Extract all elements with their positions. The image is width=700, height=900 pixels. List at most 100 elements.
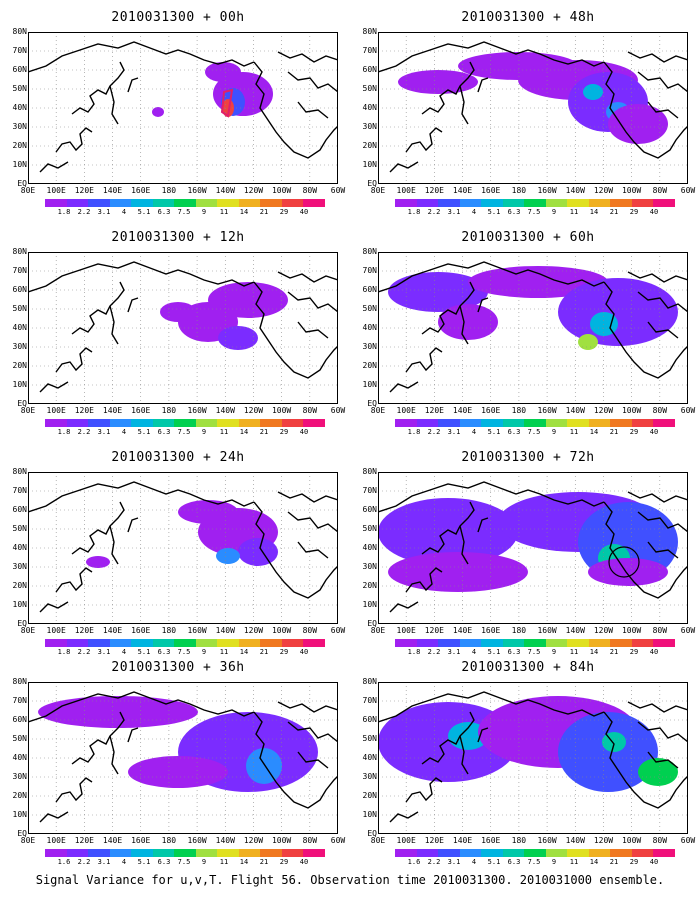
- colorbar-swatch: [567, 849, 589, 857]
- map-area: 80N 70N 60N 50N 40N 30N 20N 10N EQ 80E 100E 120E 140…: [13, 678, 346, 846]
- colorbar-label: 14: [589, 208, 599, 216]
- lat-label: EQ: [17, 619, 27, 628]
- lat-label: 10N: [362, 160, 377, 169]
- lon-label: 160W: [187, 626, 207, 635]
- map-area: 80N 70N 60N 50N 40N 30N 20N 10N EQ 80E 100E 120E 140…: [13, 468, 346, 636]
- lat-label: 30N: [12, 122, 27, 131]
- lon-label: 160E: [481, 626, 501, 635]
- colorbar: [394, 198, 676, 208]
- colorbar-label: 2.2: [427, 208, 441, 216]
- colorbar-label: 1.6: [57, 858, 71, 866]
- colorbar-swatch: [217, 199, 239, 207]
- coastline: [421, 281, 475, 335]
- colorbar-swatch: [567, 199, 589, 207]
- lat-label: 60N: [12, 285, 27, 294]
- colorbar-label: 3.1: [447, 428, 461, 436]
- colorbar-swatch: [588, 199, 611, 207]
- lon-label: 160E: [131, 406, 151, 415]
- colorbar-label: 40: [299, 858, 309, 866]
- colorbar-swatch: [174, 639, 196, 647]
- coastline: [109, 525, 119, 565]
- map-panel: 2010031300 + 72h 80N 70N 60N 50N 40N 30N 20N 10N…: [358, 440, 698, 656]
- coastline: [647, 541, 679, 559]
- colorbar-label: 21: [609, 208, 619, 216]
- lon-label: 140W: [565, 836, 585, 845]
- colorbar-labels: 1.8 2.2 3.1 4 5.1 6.3 7.5 9 11 14 21 29 40: [44, 428, 324, 438]
- lat-label: 20N: [362, 361, 377, 370]
- lon-label: 80E: [20, 406, 36, 415]
- colorbar-label: 4: [471, 648, 477, 656]
- colorbar-swatch: [217, 849, 239, 857]
- variance-region: [178, 500, 238, 524]
- colorbar-swatch: [459, 419, 482, 427]
- colorbar-swatch: [545, 639, 568, 647]
- colorbar-label: 3.1: [447, 208, 461, 216]
- colorbar-label: 5.1: [487, 858, 501, 866]
- colorbar-label: 40: [649, 208, 659, 216]
- panel-title: 2010031300 + 00h: [111, 10, 245, 25]
- lat-label: 50N: [362, 734, 377, 743]
- colorbar-swatch: [109, 419, 132, 427]
- coastline: [421, 711, 475, 765]
- lon-label: 120W: [593, 626, 614, 635]
- lat-label: 60N: [12, 715, 27, 724]
- coastline: [603, 281, 688, 379]
- colorbar-label: 21: [259, 648, 269, 656]
- colorbar-swatch: [303, 639, 325, 647]
- map-area: 80N 70N 60N 50N 40N 30N 20N 10N EQ 80E 100E 120E 140…: [13, 248, 346, 416]
- colorbar-swatch: [395, 849, 417, 857]
- colorbar-label: 21: [259, 428, 269, 436]
- variance-region: [128, 756, 228, 788]
- coastline: [405, 127, 443, 153]
- colorbar-swatch: [88, 419, 110, 427]
- lat-label: 40N: [12, 323, 27, 332]
- colorbar-swatch: [109, 639, 132, 647]
- coastline: [287, 291, 338, 313]
- lat-label: 70N: [362, 46, 377, 55]
- colorbar-label: 2.2: [77, 208, 91, 216]
- lat-label: 70N: [12, 696, 27, 705]
- variance-region: [246, 748, 282, 784]
- colorbar-label: 21: [609, 648, 619, 656]
- colorbar-label: 1.8: [407, 648, 421, 656]
- colorbar-label: 29: [279, 428, 289, 436]
- coastline: [71, 281, 125, 335]
- coastline: [39, 601, 69, 613]
- colorbar-label: 4: [471, 858, 477, 866]
- colorbar-label: 11: [569, 648, 579, 656]
- colorbar-swatch: [152, 419, 175, 427]
- colorbar-label: 14: [239, 648, 249, 656]
- coastline: [459, 85, 469, 125]
- colorbar-swatch: [131, 639, 153, 647]
- colorbar-swatch: [653, 199, 675, 207]
- colorbar-label: 3.1: [97, 208, 111, 216]
- map-area: 80N 70N 60N 50N 40N 30N 20N 10N EQ 80E 100E 120E 140…: [363, 28, 696, 196]
- colorbar-swatch: [395, 639, 417, 647]
- map-panel: 2010031300 + 12h 80N 70N 60N 50N 40N 30N 20N 10N…: [8, 220, 348, 436]
- coastline: [28, 261, 255, 293]
- colorbar-swatch: [281, 199, 304, 207]
- lon-label: 80E: [20, 626, 36, 635]
- lon-label: 60W: [330, 186, 346, 195]
- lat-label: 50N: [362, 304, 377, 313]
- colorbar-label: 1.8: [407, 428, 421, 436]
- colorbar-label: 21: [259, 858, 269, 866]
- coastline: [277, 701, 338, 713]
- lon-label: 140E: [102, 626, 123, 635]
- lat-label: 20N: [12, 791, 27, 800]
- coastline: [71, 711, 125, 765]
- coastline: [109, 735, 119, 775]
- lat-label: 30N: [362, 342, 377, 351]
- colorbar-labels: 1.8 2.2 3.1 4 5.1 6.3 7.5 9 11 14 21 29 40: [394, 648, 674, 658]
- lon-label: 80W: [652, 836, 668, 845]
- coastline: [647, 101, 679, 119]
- colorbar-labels: 1.8 2.2 3.1 4 5.1 6.3 7.5 9 11 14 21 29 40: [44, 648, 324, 658]
- variance-region: [238, 538, 278, 566]
- colorbar-swatch: [395, 199, 417, 207]
- lon-label: 120E: [74, 626, 94, 635]
- colorbar-swatch: [260, 199, 282, 207]
- map-canvas: [378, 682, 688, 834]
- map-frame: [378, 682, 688, 834]
- colorbar-label: 29: [279, 858, 289, 866]
- coastline: [603, 61, 688, 159]
